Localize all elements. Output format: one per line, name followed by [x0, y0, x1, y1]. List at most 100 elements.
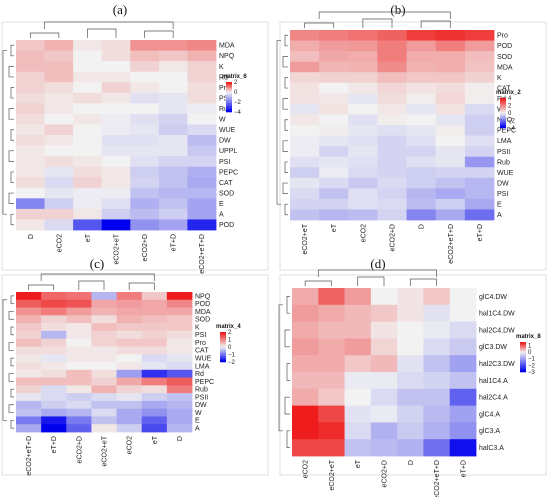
heatmap-cell: [159, 114, 188, 125]
heatmap-cell: [377, 199, 407, 210]
heatmap-cell: [167, 401, 193, 409]
heatmap-cell: [91, 292, 117, 300]
heatmap-cell: [436, 209, 466, 220]
row-label: Pro: [497, 33, 508, 40]
heatmap-cell: [91, 370, 117, 378]
heatmap-cell: [450, 389, 477, 406]
heatmap-cell: [407, 167, 437, 178]
heatmap-cell: [319, 114, 349, 125]
heatmap-cell: [450, 439, 477, 456]
row-label: hal2C3.DW: [479, 361, 515, 368]
heatmap-cell: [465, 104, 495, 115]
column-label: eCO2+D: [390, 224, 397, 251]
heatmap-cell: [292, 389, 319, 406]
dendrogram-branch: [45, 22, 174, 29]
heatmap-cell: [16, 362, 42, 370]
heatmap-cell: [407, 114, 437, 125]
heatmap-cell: [102, 167, 131, 178]
heatmap-cell: [465, 93, 495, 104]
dendrogram-branch: [11, 389, 14, 397]
column-label: eCO2: [127, 436, 134, 454]
heatmap-cell: [319, 178, 349, 189]
heatmap-cell: [73, 61, 102, 72]
row-label: WUE: [195, 356, 212, 363]
heatmap-cell: [407, 83, 437, 94]
heatmap-cell: [423, 355, 450, 372]
heatmap-cell: [16, 331, 42, 339]
heatmap-cell: [319, 209, 349, 220]
heatmap-cell: [319, 83, 349, 94]
heatmap-cell: [16, 146, 45, 157]
heatmap-cell: [16, 409, 42, 417]
row-label: K: [219, 64, 224, 71]
heatmap-cell: [16, 167, 45, 178]
heatmap-cell: [377, 114, 407, 125]
heatmap-cell: [45, 188, 74, 199]
heatmap-cell: [371, 355, 398, 372]
heatmap-a: MDANPQKRdProPSIIRubWWUEDWUPPLPSIPEPCCATS…: [2, 22, 268, 274]
column-label: eT: [331, 223, 338, 232]
heatmap-cell: [130, 146, 159, 157]
row-dendrogram: [3, 45, 14, 224]
heatmap-cell: [187, 103, 216, 114]
heatmap-cell: [167, 346, 193, 354]
dendrogram-branch: [285, 35, 288, 46]
heatmap-cell: [159, 156, 188, 167]
heatmap-cell: [91, 362, 117, 370]
heatmap-cell: [187, 61, 216, 72]
heatmap-cell: [345, 355, 372, 372]
heatmap-cell: [290, 93, 320, 104]
dendrogram-branch: [285, 397, 290, 414]
heatmap-cell: [66, 323, 92, 331]
heatmap-cell: [66, 393, 92, 401]
heatmap-cell: [371, 322, 398, 339]
heatmap-cell: [16, 135, 45, 146]
row-label: MDA: [497, 64, 513, 71]
dendrogram-branch: [358, 277, 384, 286]
dendrogram-branch: [3, 51, 7, 215]
heatmap-cell: [290, 178, 320, 189]
heatmap-cell: [159, 167, 188, 178]
heatmap-cell: [187, 198, 216, 209]
heatmap-cell: [348, 93, 378, 104]
row-label: WUE: [497, 170, 514, 177]
heatmap-cell: [436, 167, 466, 178]
heatmap-cell: [159, 82, 188, 93]
heatmap-cell: [436, 114, 466, 125]
heatmap-cell: [117, 354, 143, 362]
heatmap-cell: [130, 135, 159, 146]
dendrogram-branch: [11, 358, 14, 366]
row-label: LMA: [195, 363, 210, 370]
heatmap-cell: [318, 338, 345, 355]
heatmap-cell: [407, 209, 437, 220]
heatmap-cell: [73, 167, 102, 178]
heatmap-cell: [16, 300, 42, 308]
heatmap-cell: [142, 416, 168, 424]
heatmap-cell: [45, 219, 74, 230]
heatmap-cell: [377, 125, 407, 136]
heatmap-cell: [16, 61, 45, 72]
heatmap-cell: [102, 146, 131, 157]
dendrogram-branch: [319, 12, 450, 19]
heatmap-cell: [130, 188, 159, 199]
heatmap-cell: [348, 41, 378, 52]
heatmap-cell: [318, 355, 345, 372]
row-label: POD: [497, 43, 512, 50]
heatmap-cell: [423, 305, 450, 322]
heatmap-cell: [130, 51, 159, 62]
heatmap-cell: [66, 370, 92, 378]
heatmap-cell: [16, 401, 42, 409]
row-label: MDA: [195, 309, 211, 316]
heatmap-cell: [187, 114, 216, 125]
heatmap-cell: [423, 322, 450, 339]
row-label: Pro: [195, 340, 206, 347]
heatmap-cell: [187, 82, 216, 93]
heatmap-cell: [117, 339, 143, 347]
heatmap-cell: [407, 125, 437, 136]
heatmap-cell: [41, 424, 67, 432]
heatmap-cell: [66, 424, 92, 432]
heatmap-cell: [348, 125, 378, 136]
heatmap-cell: [102, 103, 131, 114]
heatmap-cell: [371, 389, 398, 406]
heatmap-cell: [66, 300, 92, 308]
